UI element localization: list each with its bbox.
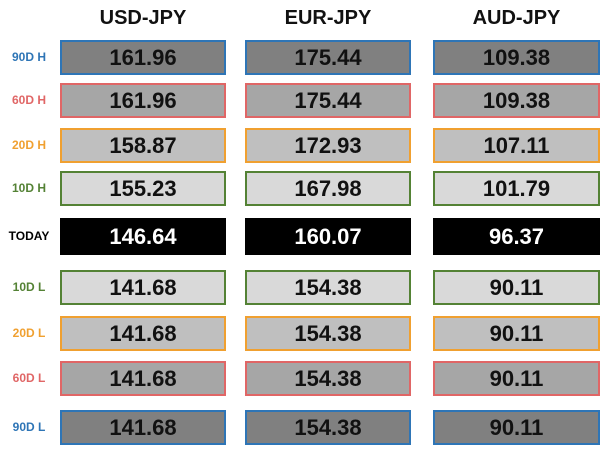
value-cell: 107.11 — [433, 128, 600, 163]
value-cell: 161.96 — [60, 40, 226, 75]
row-label: TODAY — [8, 229, 50, 243]
value-cell: 141.68 — [60, 270, 226, 305]
value-cell: 96.37 — [433, 218, 600, 255]
row-label: 90D L — [12, 420, 46, 434]
value-cell: 90.11 — [433, 270, 600, 305]
value-cell: 155.23 — [60, 171, 226, 206]
value-cell: 90.11 — [433, 410, 600, 445]
value-cell: 101.79 — [433, 171, 600, 206]
value-cell: 154.38 — [245, 410, 411, 445]
value-cell: 154.38 — [245, 361, 411, 396]
value-cell: 90.11 — [433, 361, 600, 396]
value-cell: 167.98 — [245, 171, 411, 206]
value-cell: 161.96 — [60, 83, 226, 118]
column-header: USD-JPY — [99, 7, 187, 29]
row-label: 60D L — [12, 371, 46, 385]
value-cell: 154.38 — [245, 316, 411, 351]
value-cell: 146.64 — [60, 218, 226, 255]
column-header: AUD-JPY — [472, 7, 561, 29]
value-cell: 90.11 — [433, 316, 600, 351]
row-label: 90D H — [11, 50, 46, 64]
column-header: EUR-JPY — [284, 7, 372, 29]
row-label: 20D L — [12, 326, 46, 340]
row-label: 10D H — [11, 181, 46, 195]
value-cell: 109.38 — [433, 40, 600, 75]
value-cell: 175.44 — [245, 40, 411, 75]
row-label: 10D L — [12, 280, 46, 294]
row-label: 20D H — [11, 138, 46, 152]
row-label: 60D H — [11, 93, 46, 107]
value-cell: 175.44 — [245, 83, 411, 118]
value-cell: 141.68 — [60, 361, 226, 396]
value-cell: 141.68 — [60, 410, 226, 445]
value-cell: 109.38 — [433, 83, 600, 118]
value-cell: 158.87 — [60, 128, 226, 163]
value-cell: 160.07 — [245, 218, 411, 255]
value-cell: 154.38 — [245, 270, 411, 305]
value-cell: 141.68 — [60, 316, 226, 351]
value-cell: 172.93 — [245, 128, 411, 163]
